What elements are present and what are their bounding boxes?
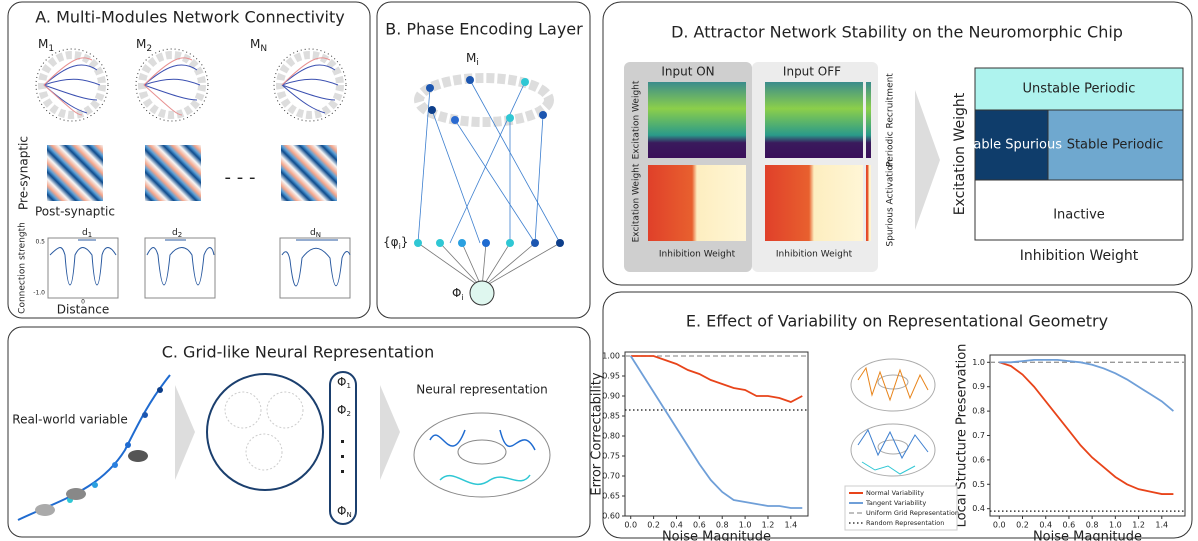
panel-title: D. Attractor Network Stability on the Ne… bbox=[671, 23, 1123, 42]
x-tick-label: 1.4 bbox=[1155, 521, 1168, 530]
heatmap-title: Input ON bbox=[661, 65, 714, 79]
y-tick-label: 1.0 bbox=[972, 358, 985, 367]
axis-label: Post-synaptic bbox=[35, 205, 115, 219]
y-tick-label: 0.5 bbox=[972, 480, 985, 489]
y-tick-label: 0.60 bbox=[602, 512, 620, 521]
y-tick-label: 0.4 bbox=[972, 504, 985, 513]
label-sub: 2 bbox=[346, 410, 350, 418]
region-label: Unstable Periodic bbox=[1023, 82, 1136, 97]
text-label: Real-world variable bbox=[12, 413, 127, 427]
panel-title: A. Multi-Modules Network Connectivity bbox=[35, 8, 344, 27]
label-sub: i bbox=[461, 293, 463, 302]
x-tick-label: 1.2 bbox=[762, 521, 775, 530]
label-sub: 2 bbox=[146, 44, 152, 54]
label-sub: 2 bbox=[178, 231, 182, 239]
x-tick-label: 0.4 bbox=[1039, 521, 1052, 530]
label-sub: N bbox=[260, 44, 267, 54]
colorbar bbox=[866, 82, 871, 158]
colorbar bbox=[866, 165, 871, 241]
label-sub: 1 bbox=[88, 231, 92, 239]
panel-title: E. Effect of Variability on Representati… bbox=[686, 312, 1108, 331]
y-tick-label: 0.95 bbox=[602, 372, 620, 381]
text-label: Neural representation bbox=[416, 383, 547, 397]
axis-label: Excitation Weight bbox=[632, 163, 642, 242]
label-base: Φ bbox=[337, 504, 346, 518]
label-base: M bbox=[136, 37, 146, 51]
panel-title: B. Phase Encoding Layer bbox=[385, 20, 583, 39]
x-tick-label: 0.8 bbox=[1086, 521, 1099, 530]
legend-label: Random Representation bbox=[866, 519, 944, 527]
x-tick-label: 0.0 bbox=[624, 521, 637, 530]
label-base: Φ bbox=[452, 286, 461, 300]
legend-label: Tangent Variability bbox=[865, 499, 926, 507]
matrix bbox=[281, 145, 337, 201]
label-base: Φ bbox=[337, 375, 346, 389]
axis-label: Inhibition Weight bbox=[1020, 248, 1139, 264]
region-label: Stable Periodic bbox=[1067, 138, 1164, 153]
y-tick-label: 0.9 bbox=[972, 382, 985, 391]
y-axis-label: Error Correctability bbox=[590, 372, 605, 495]
x-tick-label: 0.4 bbox=[670, 521, 683, 530]
y-tick-label: 0.70 bbox=[602, 472, 620, 481]
heatmap bbox=[648, 82, 746, 158]
x-tick-label: 1.2 bbox=[1132, 521, 1145, 530]
y-tick-label: 0.85 bbox=[602, 412, 620, 421]
region-label: Stable Spurious bbox=[960, 138, 1062, 153]
x-tick-label: 0.2 bbox=[647, 521, 660, 530]
figure: A. Multi-Modules Network Connectivity B.… bbox=[0, 0, 1198, 541]
label-base: Φ bbox=[337, 403, 346, 417]
matrix bbox=[145, 145, 201, 201]
label-open: {φ bbox=[383, 235, 399, 249]
x-tick-label: 0.8 bbox=[716, 521, 729, 530]
label-base: M bbox=[38, 37, 48, 51]
axis-label: Inhibition Weight bbox=[776, 250, 853, 260]
y-tick-label: 0.8 bbox=[972, 407, 985, 416]
axis-label: Excitation Weight bbox=[952, 92, 968, 215]
label-sub: i bbox=[476, 58, 479, 68]
heatmap bbox=[765, 165, 863, 241]
label-base: M bbox=[250, 37, 260, 51]
heatmap-title: Input OFF bbox=[783, 65, 841, 79]
panel-title: C. Grid-like Neural Representation bbox=[162, 343, 435, 362]
phase-label: {φi} bbox=[383, 235, 408, 251]
y-tick-label: 0.65 bbox=[602, 492, 620, 501]
region-label: Inactive bbox=[1053, 208, 1105, 223]
x-axis-label: Noise Magnitude bbox=[1033, 530, 1142, 541]
y-tick-label: 0.90 bbox=[602, 392, 620, 401]
x-tick-label: 0.2 bbox=[1016, 521, 1029, 530]
label-sub: 1 bbox=[346, 382, 350, 390]
axis-label: Excitation Weight bbox=[632, 80, 642, 159]
y-tick-label: 0.7 bbox=[972, 431, 985, 440]
matrix bbox=[47, 145, 103, 201]
label-base: M bbox=[466, 51, 476, 65]
ellipsis: - - - bbox=[225, 167, 256, 188]
axis-label: Connection strength bbox=[18, 222, 28, 314]
legend-label: Uniform Grid Representation bbox=[866, 509, 959, 517]
x-tick-label: 1.0 bbox=[739, 521, 752, 530]
x-tick-label: 0.0 bbox=[993, 521, 1006, 530]
colorbar-label: Spurious Activation bbox=[886, 159, 896, 246]
legend-label: Normal Variability bbox=[866, 489, 924, 497]
x-axis-label: Noise Magnitude bbox=[662, 530, 771, 541]
x-tick-label: 0.6 bbox=[693, 521, 706, 530]
axis-label: Pre-synaptic bbox=[17, 136, 31, 210]
tick-label: 0.5 bbox=[35, 239, 45, 246]
x-tick-label: 1.0 bbox=[1109, 521, 1122, 530]
colorbar-label: Periodic Recruitment bbox=[886, 73, 896, 167]
y-tick-label: 0.6 bbox=[972, 455, 985, 464]
y-tick-label: 0.80 bbox=[602, 432, 620, 441]
label-sub: 1 bbox=[48, 44, 54, 54]
label-sub: N bbox=[316, 231, 321, 239]
label-close: } bbox=[401, 235, 409, 249]
axis-label: Inhibition Weight bbox=[659, 250, 736, 260]
y-tick-label: 1.00 bbox=[602, 352, 620, 361]
tick-label: -1.0 bbox=[33, 290, 45, 297]
label-sub: N bbox=[346, 511, 351, 519]
heatmap bbox=[765, 82, 863, 158]
x-tick-label: 0.6 bbox=[1063, 521, 1076, 530]
x-tick-label: 1.4 bbox=[784, 521, 797, 530]
y-tick-label: 0.75 bbox=[602, 452, 620, 461]
tick-label: 0 bbox=[81, 299, 85, 306]
heatmap bbox=[648, 165, 746, 241]
